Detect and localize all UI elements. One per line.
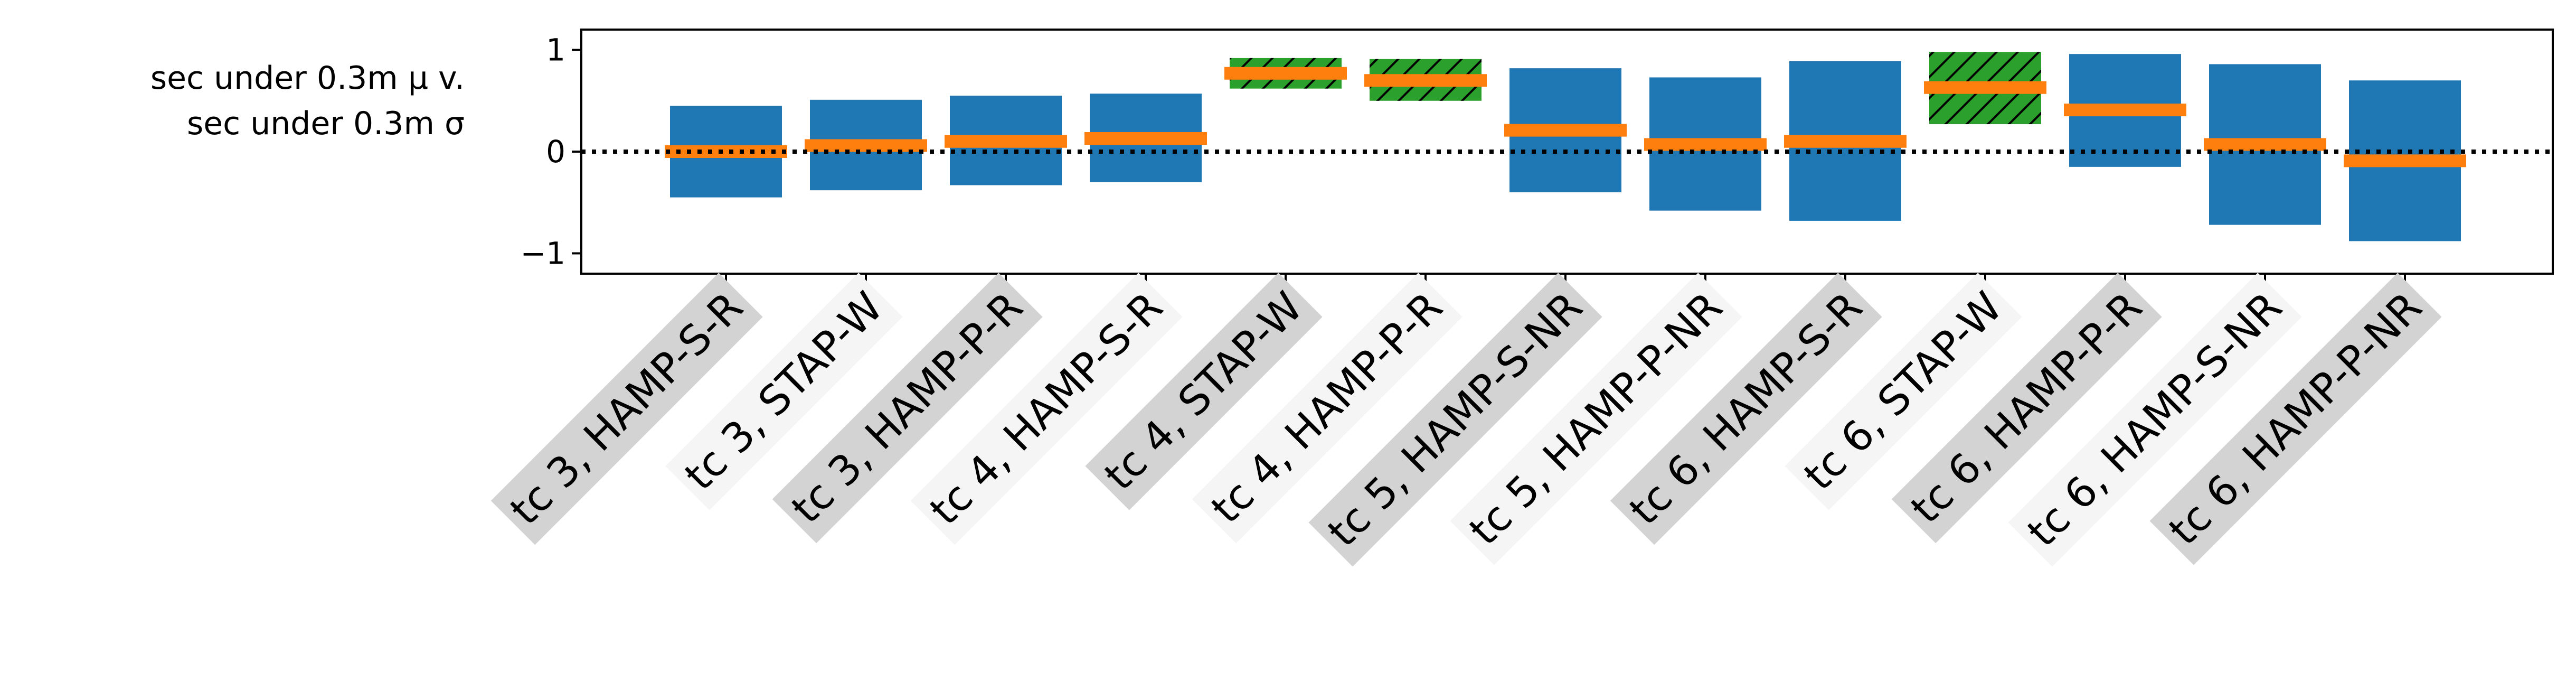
category-label-bg xyxy=(1610,273,1882,545)
category-label: tc 6, HAMP-S-R xyxy=(1610,273,1882,545)
category-labels-layer: tc 3, HAMP-S-Rtc 3, STAP-Wtc 3, HAMP-P-R… xyxy=(490,273,2442,567)
category-label: tc 6, HAMP-P-R xyxy=(1891,273,2162,544)
category-label: tc 3, HAMP-P-R xyxy=(772,273,1043,544)
category-label-bg xyxy=(490,273,763,545)
y-axis-label: sec under 0.3m μ v. sec under 0.3m σ xyxy=(150,60,465,142)
category-label-bg xyxy=(665,273,903,510)
category-label-text: tc 5, HAMP-S-NR xyxy=(1319,283,1592,556)
y-ticks-layer: −1 0 1 xyxy=(521,32,581,272)
category-label-bg xyxy=(1085,273,1323,510)
category-label-bg xyxy=(910,273,1183,545)
category-label-bg xyxy=(2149,273,2442,565)
y-axis-label-line: sec under 0.3m σ xyxy=(187,105,465,142)
category-label-bg xyxy=(1308,273,1602,567)
y-axis-label-line: sec under 0.3m μ v. xyxy=(150,60,465,97)
category-label-text: tc 5, HAMP-P-NR xyxy=(1460,283,1732,555)
category-label-text: tc 6, HAMP-P-NR xyxy=(2160,283,2431,555)
y-tick-label: 1 xyxy=(546,32,565,68)
category-label-bg xyxy=(1891,273,2162,544)
category-label-text: tc 6, HAMP-S-NR xyxy=(2018,283,2291,556)
category-label-bg xyxy=(1192,273,1462,544)
category-label-bg xyxy=(772,273,1043,544)
bars-layer xyxy=(665,52,2466,241)
y-tick-label: −1 xyxy=(521,236,566,272)
category-label-bg xyxy=(2008,273,2302,567)
y-tick-label: 0 xyxy=(546,134,565,170)
category-label-bg xyxy=(1785,273,2022,510)
category-label: tc 4, HAMP-S-R xyxy=(910,273,1183,545)
category-label-bg xyxy=(1450,273,1742,565)
category-label: tc 4, HAMP-P-R xyxy=(1192,273,1462,544)
category-label: tc 3, HAMP-S-R xyxy=(490,273,763,545)
